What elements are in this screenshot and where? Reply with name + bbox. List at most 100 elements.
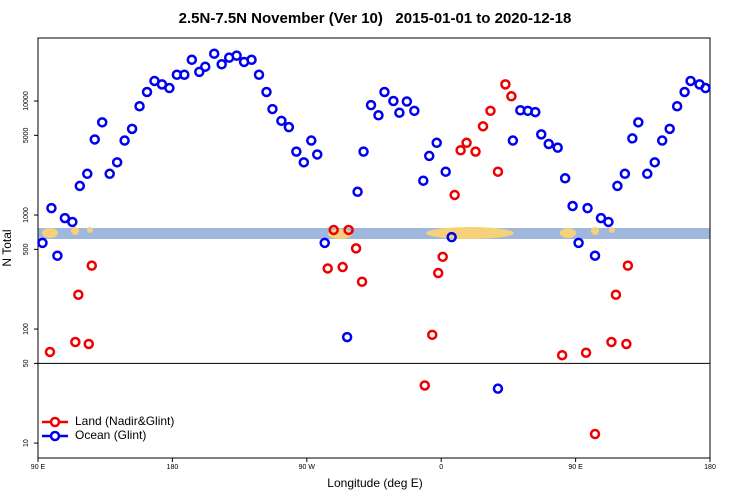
point [656,135,668,146]
point [424,150,435,162]
point [679,86,690,98]
point [44,346,56,358]
point [619,168,631,180]
legend-marker [49,430,61,442]
x-tick-label: 0 [439,464,443,471]
point [419,380,431,391]
x-tick-label: 90 E [31,464,46,471]
point [426,329,438,341]
point [267,103,278,115]
point [358,146,369,157]
point [485,105,496,117]
map-band [38,227,710,239]
y-tick-label: 100 [23,323,30,335]
point [89,134,100,145]
point [328,224,339,236]
y-tick-label: 1000 [23,207,30,223]
point [507,135,519,146]
point [341,331,353,343]
point [74,180,86,192]
point [319,237,330,249]
point [119,135,130,146]
point [356,276,368,287]
land-shape [87,227,93,233]
point [449,189,460,201]
point [612,180,623,192]
point [610,289,622,300]
point [141,86,153,98]
point [440,166,451,177]
point [461,137,472,149]
plot-frame [37,37,711,459]
point [622,260,634,271]
point [649,157,660,168]
point [567,200,578,212]
point [621,338,632,350]
y-tick-label: 500 [23,243,30,255]
land-shape [71,227,79,235]
x-axis-label: Longitude (deg E) [327,476,422,490]
point [298,157,310,168]
point [455,145,466,156]
point [82,168,93,180]
y-tick-label: 50 [23,359,30,367]
point [437,251,448,263]
land-shape [609,227,615,233]
point [492,383,504,394]
point [179,69,190,80]
point [164,82,175,94]
point [470,146,481,157]
point [194,66,205,78]
point [552,142,563,153]
point [543,138,554,150]
point [394,107,405,118]
point [200,61,211,72]
x-tick-label: 180 [704,464,716,471]
point [506,91,517,102]
point [401,96,413,107]
point [253,69,265,80]
point [46,202,57,214]
point [83,338,95,350]
point [606,336,617,348]
point [700,82,711,94]
point [134,100,145,112]
x-tick-label: 90 E [568,464,583,471]
point [186,54,198,66]
point [306,135,317,146]
point [432,267,444,279]
legend-marker [49,416,61,428]
point [291,146,302,157]
point [379,86,390,98]
x-tick-label: 90 W [299,464,316,471]
point [409,105,420,117]
ocean-band [38,228,710,239]
point [627,133,638,144]
point [365,99,377,111]
point [67,216,78,228]
land-shape [591,227,599,235]
y-tick-label: 5000 [23,127,30,143]
point [582,202,593,214]
land-shape [426,227,514,239]
point [104,168,115,180]
point [37,237,48,249]
point [477,121,489,132]
point [664,123,675,135]
y-tick-label: 10000 [23,91,30,111]
point [231,50,242,61]
point [573,237,584,249]
legend-label: Ocean (Glint) [75,428,146,442]
point [322,263,333,274]
point [73,289,84,300]
point [350,243,362,254]
point [530,106,541,118]
point [86,260,98,271]
point [246,54,257,66]
point [352,186,363,198]
land-shape [560,228,576,238]
y-tick-label: 10 [23,439,30,447]
point [633,117,644,128]
point [418,175,429,186]
